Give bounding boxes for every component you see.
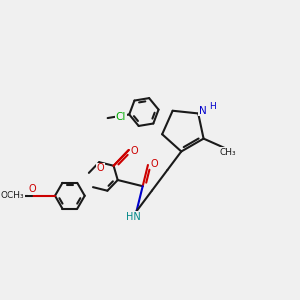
Text: Cl: Cl — [116, 112, 126, 122]
Text: CH₃: CH₃ — [219, 148, 236, 157]
Text: O: O — [28, 184, 36, 194]
Text: H: H — [209, 102, 216, 111]
Text: O: O — [97, 164, 104, 173]
Text: N: N — [199, 106, 206, 116]
Text: O: O — [131, 146, 138, 156]
Text: HN: HN — [126, 212, 141, 222]
Text: OCH₃: OCH₃ — [1, 191, 24, 200]
Text: O: O — [150, 158, 158, 169]
